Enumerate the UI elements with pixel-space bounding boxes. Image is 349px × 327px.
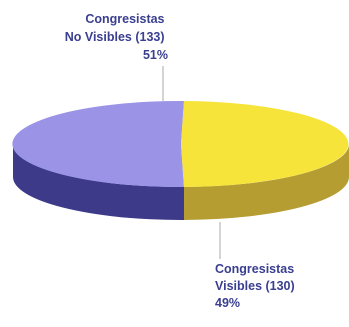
label-visibles-line-2: Visibles (130)	[215, 279, 295, 293]
label-visibles-line-1: Congresistas	[215, 262, 294, 276]
slice-side-no-visibles	[13, 144, 185, 220]
slice-no-visibles	[12, 101, 185, 188]
label-no-visibles-line-1: Congresistas	[85, 12, 164, 26]
slice-visibles	[181, 101, 349, 187]
label-visibles-line-3: 49%	[215, 296, 240, 310]
label-no-visibles-line-2: No Visibles (133)	[65, 30, 165, 44]
label-no-visibles-line-3: 51%	[143, 48, 168, 62]
label-visibles: Congresistas Visibles (130) 49%	[215, 262, 298, 310]
slice-side-visibles	[184, 144, 349, 220]
label-no-visibles: Congresistas No Visibles (133) 51%	[65, 12, 168, 62]
